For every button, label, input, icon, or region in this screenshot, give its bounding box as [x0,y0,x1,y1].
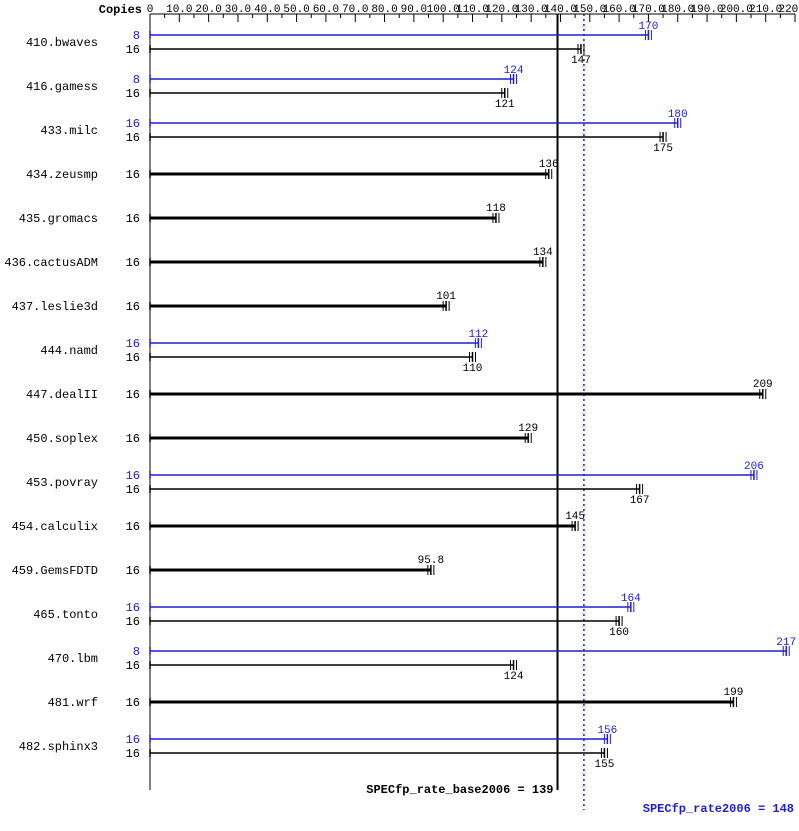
x-tick-label: 0 [147,4,154,16]
base-value: 129 [518,423,538,435]
x-tick-label: 210.0 [749,4,782,16]
base-value: 121 [495,99,515,111]
peak-summary-label: SPECfp_rate2006 = 148 [643,802,794,816]
base-copies: 16 [126,696,140,710]
peak-value: 164 [621,593,641,605]
x-tick-label: 80.0 [371,4,397,16]
x-tick-label: 140.0 [544,4,577,16]
base-value: 175 [653,143,673,155]
base-value: 155 [595,759,615,771]
benchmark-name: 459.GemsFDTD [12,564,98,578]
base-copies: 16 [126,300,140,314]
specfp-rate-chart: Copies 0 10.020.0 30.040.050.0 60.070.080.0 9… [0,0,799,831]
peak-copies: 16 [126,601,140,615]
peak-value: 170 [639,21,659,33]
base-value: 101 [436,291,456,303]
base-copies: 16 [126,615,140,629]
base-copies: 16 [126,168,140,182]
base-value: 167 [630,495,650,507]
base-value: 134 [533,247,553,259]
x-tick-label: 190.0 [691,4,724,16]
peak-value: 180 [668,109,688,121]
x-tick-label: 200.0 [720,4,753,16]
benchmark-name: 453.povray [26,476,98,490]
benchmark-name: 465.tonto [33,608,98,622]
benchmark-name: 416.gamess [26,80,98,94]
base-copies: 16 [126,256,140,270]
x-tick-label: 150.0 [573,4,606,16]
benchmark-name: 482.sphinx3 [19,740,98,754]
x-tick-label: 10.0 [166,4,192,16]
base-value: 145 [565,511,585,523]
peak-copies: 16 [126,117,140,131]
peak-copies: 16 [126,337,140,351]
x-tick-label: 60.0 [313,4,339,16]
x-tick-label: 220.0 [778,4,799,16]
benchmark-name: 437.leslie3d [12,300,98,314]
base-value: 95.8 [418,555,444,567]
base-copies: 16 [126,351,140,365]
benchmark-name: 444.namd [40,344,98,358]
benchmark-name: 433.milc [40,124,98,138]
benchmark-name: 481.wrf [48,696,98,710]
base-copies: 16 [126,432,140,446]
base-copies: 16 [126,520,140,534]
base-value: 110 [463,363,483,375]
base-copies: 16 [126,212,140,226]
peak-value: 206 [744,461,764,473]
x-tick-label: 70.0 [342,4,368,16]
base-value: 136 [539,159,559,171]
base-value: 160 [609,627,629,639]
benchmark-name: 450.soplex [26,432,98,446]
peak-value: 156 [597,725,617,737]
base-copies: 16 [126,483,140,497]
peak-copies: 8 [133,645,140,659]
copies-header: Copies [99,3,142,17]
benchmark-name: 435.gromacs [19,212,98,226]
base-copies: 16 [126,388,140,402]
benchmark-name: 470.lbm [48,652,98,666]
peak-value: 124 [504,65,524,77]
base-value: 118 [486,203,506,215]
x-tick-label: 120.0 [485,4,518,16]
x-tick-label: 170.0 [632,4,665,16]
base-copies: 16 [126,43,140,57]
base-value: 124 [504,671,524,683]
base-value: 147 [571,55,591,67]
benchmark-name: 447.dealII [26,388,98,402]
x-tick-label: 180.0 [661,4,694,16]
x-tick-label: 90.0 [401,4,427,16]
x-tick-label: 30.0 [225,4,251,16]
benchmark-name: 434.zeusmp [26,168,98,182]
x-tick-label: 40.0 [254,4,280,16]
x-tick-label: 50.0 [283,4,309,16]
x-tick-label: 130.0 [515,4,548,16]
benchmark-name: 410.bwaves [26,36,98,50]
x-tick-label: 20.0 [195,4,221,16]
benchmark-name: 454.calculix [12,520,98,534]
peak-copies: 8 [133,73,140,87]
x-tick-label: 100.0 [427,4,460,16]
base-copies: 16 [126,659,140,673]
base-copies: 16 [126,131,140,145]
peak-copies: 16 [126,469,140,483]
benchmark-name: 436.cactusADM [4,256,98,270]
base-copies: 16 [126,87,140,101]
peak-value: 112 [468,329,488,341]
base-summary-label: SPECfp_rate_base2006 = 139 [366,783,553,797]
peak-copies: 8 [133,29,140,43]
peak-copies: 16 [126,733,140,747]
x-tick-label: 110.0 [456,4,489,16]
base-value: 209 [753,379,773,391]
x-tick-label: 160.0 [603,4,636,16]
peak-value: 217 [776,637,796,649]
base-copies: 16 [126,564,140,578]
base-value: 199 [724,687,744,699]
base-copies: 16 [126,747,140,761]
